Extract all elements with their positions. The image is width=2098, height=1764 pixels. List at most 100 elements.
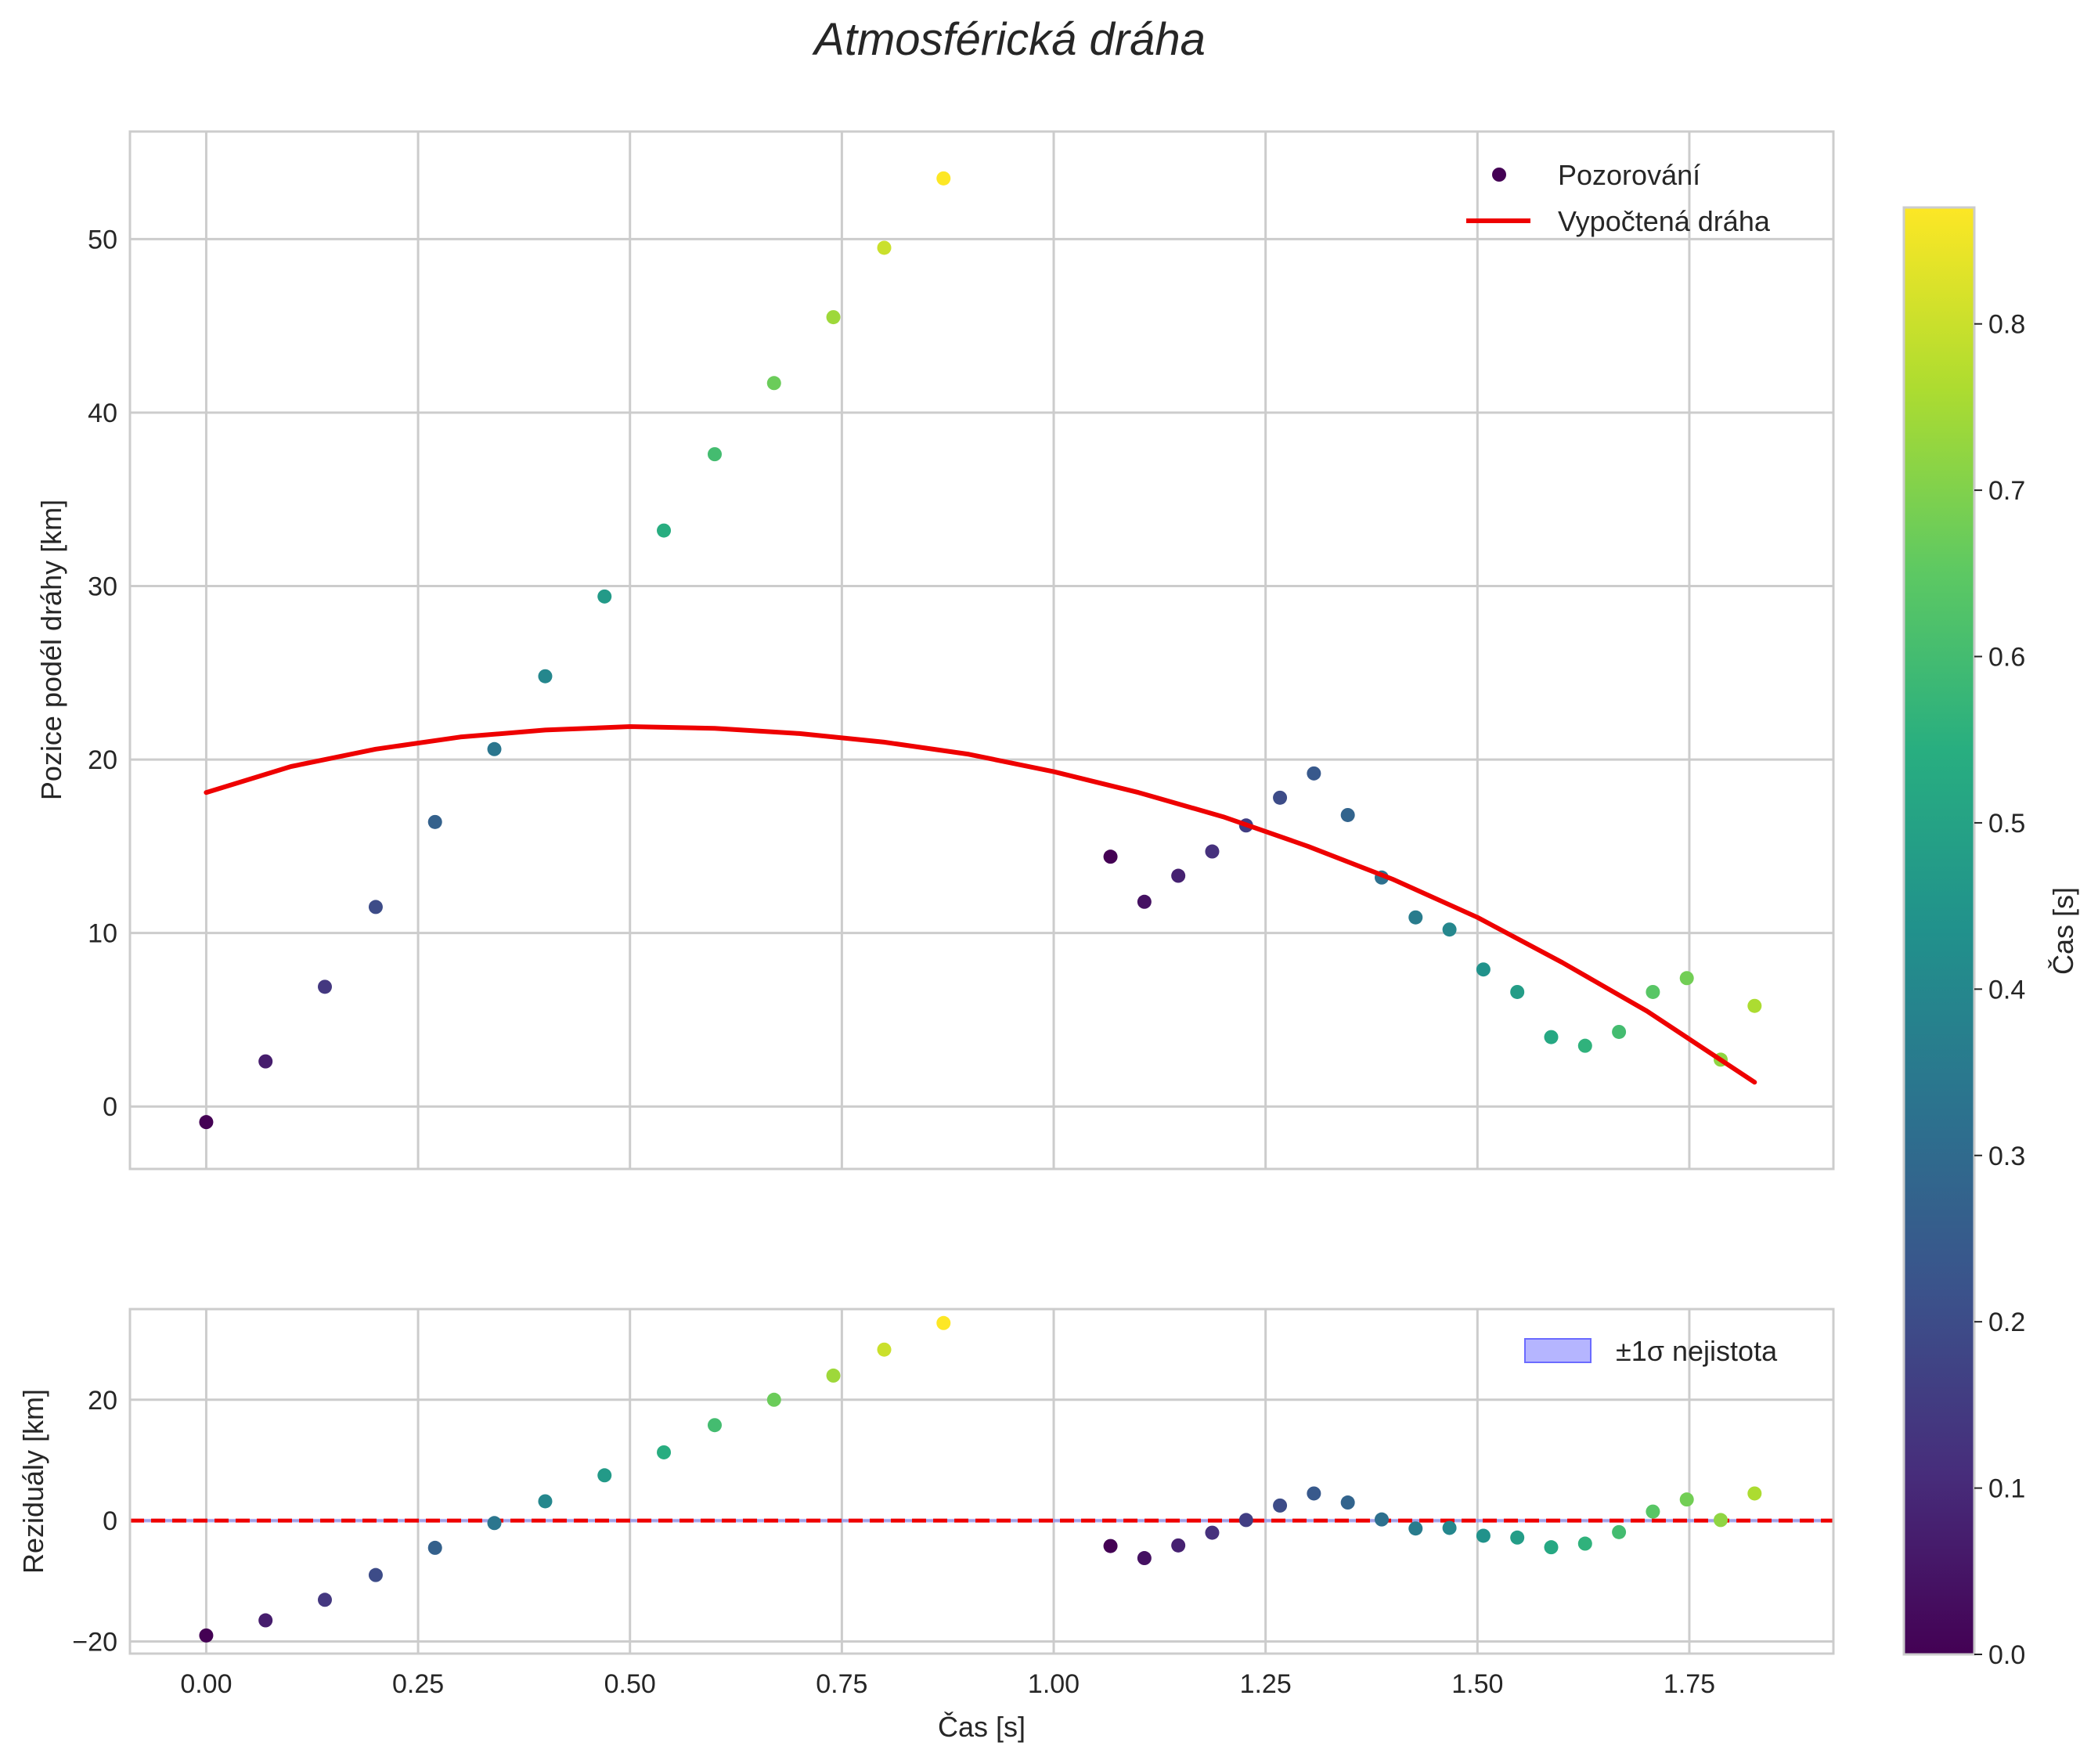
- observation-point: [936, 171, 951, 186]
- observation-point: [657, 523, 672, 538]
- observation-point: [1646, 984, 1660, 999]
- top-y-tick-label: 20: [88, 745, 117, 775]
- x-tick-label: 1.00: [1028, 1669, 1080, 1699]
- legend-band-swatch: [1524, 1338, 1592, 1363]
- fit-curve-line: [204, 724, 1757, 1085]
- observation-point: [1577, 1038, 1592, 1053]
- legend-fit-label: Vypočtená dráha: [1558, 205, 1771, 237]
- observation-point: [427, 814, 442, 829]
- x-tick-label: 0.75: [816, 1669, 867, 1699]
- residual-point: [1171, 1538, 1186, 1553]
- colorbar-tick-label: 0.4: [1988, 975, 2025, 1005]
- residual-point: [1646, 1504, 1660, 1519]
- residual-point: [1137, 1551, 1152, 1566]
- colorbar-tick-label: 0.0: [1988, 1640, 2025, 1670]
- observation-point: [1476, 962, 1491, 977]
- x-axis-label: Čas [s]: [938, 1711, 1026, 1743]
- observation-point: [1137, 894, 1152, 909]
- residual-point: [1679, 1492, 1694, 1507]
- chart-title: Atmosférická dráha: [812, 14, 1206, 65]
- top-y-tick-label: 30: [88, 572, 117, 602]
- observation-point: [538, 669, 553, 684]
- residual-point: [766, 1392, 781, 1407]
- colorbar-tick-labels: 0.0 0.1 0.2 0.3 0.4 0.5 0.6 0.7 0.8: [1974, 310, 2025, 1670]
- observation-point: [1612, 1024, 1627, 1039]
- observation-point: [766, 376, 781, 391]
- bottom-panel-frame: [128, 1308, 1835, 1655]
- observation-point: [1171, 868, 1186, 883]
- observation-point: [1205, 844, 1220, 859]
- x-tick-label: 1.50: [1451, 1669, 1503, 1699]
- residual-point: [1714, 1513, 1729, 1528]
- residual-point: [707, 1418, 722, 1433]
- x-tick-label: 1.25: [1240, 1669, 1292, 1699]
- observation-point: [597, 589, 612, 604]
- observation-point: [1747, 998, 1762, 1013]
- top-legend: Pozorování Vypočtená dráha: [1466, 159, 1771, 237]
- residual-point: [1577, 1536, 1592, 1551]
- observation-point: [707, 447, 722, 462]
- colorbar-tick-label: 0.1: [1988, 1474, 2025, 1504]
- x-tick-labels: 0.00 0.25 0.50 0.75 1.00 1.25 1.50 1.75: [180, 1669, 1715, 1699]
- top-y-gridlines: [130, 237, 1833, 1108]
- top-panel-background: [130, 132, 1833, 1169]
- observation-point: [258, 1054, 273, 1069]
- colorbar-tick-label: 0.3: [1988, 1142, 2025, 1171]
- observation-point: [368, 900, 383, 914]
- bottom-x-gridlines: [204, 1309, 1691, 1654]
- top-panel-frame: [128, 130, 1835, 1171]
- residual-point: [1476, 1528, 1491, 1543]
- residual-point: [1374, 1512, 1389, 1527]
- colorbar-tick-label: 0.6: [1988, 643, 2025, 673]
- colorbar-gradient: [1902, 206, 1976, 1656]
- residual-point: [657, 1445, 672, 1459]
- residual-point: [199, 1628, 214, 1643]
- observation-point: [1679, 971, 1694, 986]
- residual-point: [1307, 1486, 1321, 1501]
- top-y-tick-label: 0: [103, 1092, 117, 1122]
- observation-point: [1510, 984, 1525, 999]
- residual-point: [427, 1540, 442, 1555]
- residual-point: [1510, 1530, 1525, 1545]
- residual-point: [1408, 1521, 1423, 1536]
- residual-point: [1273, 1498, 1288, 1513]
- residual-point: [877, 1342, 892, 1357]
- residual-point: [1238, 1513, 1253, 1528]
- observation-point: [317, 979, 332, 994]
- residual-point: [1747, 1486, 1762, 1501]
- residual-point: [1442, 1521, 1457, 1535]
- x-tick-label: 0.25: [392, 1669, 444, 1699]
- top-y-tick-labels: 0 10 20 30 40 50: [88, 225, 117, 1122]
- top-y-tick-label: 40: [88, 399, 117, 428]
- colorbar-label: Čas [s]: [2047, 887, 2079, 975]
- residual-point: [826, 1368, 841, 1383]
- residual-point: [1612, 1524, 1627, 1539]
- bottom-legend: ±1σ nejistota: [1524, 1335, 1778, 1367]
- colorbar-tick-label: 0.7: [1988, 476, 2025, 506]
- residual-point: [368, 1567, 383, 1582]
- colorbar-tick-label: 0.5: [1988, 809, 2025, 839]
- observation-point: [877, 240, 892, 255]
- top-panel: 0 10 20 30 40 50 Pozice podél dráhy [km] Pozo…: [35, 130, 1835, 1171]
- residual-point: [1103, 1539, 1118, 1553]
- residual-point: [487, 1516, 502, 1531]
- top-y-axis-label: Pozice podél dráhy [km]: [35, 500, 67, 800]
- residual-point: [258, 1613, 273, 1628]
- legend-band-label: ±1σ nejistota: [1616, 1335, 1778, 1367]
- observation-point: [1408, 910, 1423, 925]
- legend-observation-marker: [1492, 168, 1506, 182]
- residual-point: [1205, 1525, 1220, 1540]
- colorbar-tick-label: 0.2: [1988, 1308, 2025, 1337]
- bottom-y-tick-label: −20: [72, 1628, 117, 1658]
- x-tick-label: 1.75: [1664, 1669, 1715, 1699]
- residual-point: [317, 1593, 332, 1607]
- observation-points: [199, 171, 1762, 1130]
- observation-point: [1307, 766, 1321, 781]
- legend-observation-label: Pozorování: [1558, 159, 1700, 191]
- residual-point: [1340, 1495, 1355, 1510]
- top-y-tick-label: 50: [88, 225, 117, 254]
- residual-points: [199, 1315, 1762, 1643]
- observation-point: [826, 310, 841, 325]
